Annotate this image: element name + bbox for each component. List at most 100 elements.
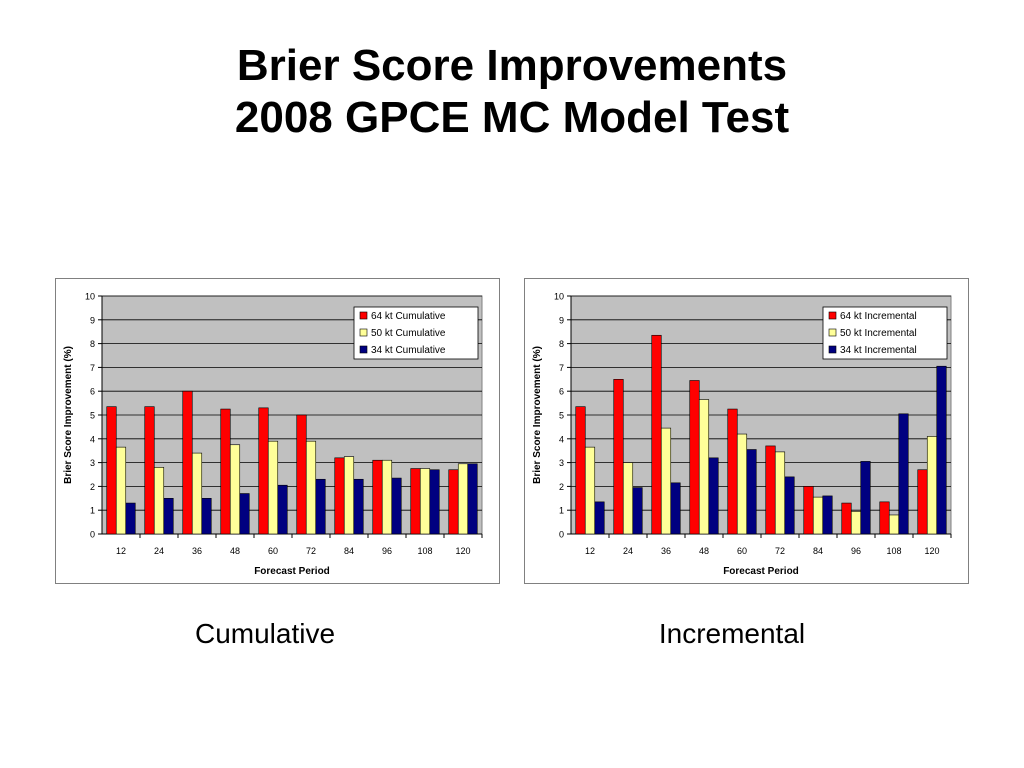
incremental-y-tick-label: 2 — [559, 482, 564, 492]
cumulative-legend-label: 50 kt Cumulative — [371, 328, 446, 339]
cumulative-x-tick-label: 108 — [417, 546, 432, 556]
cumulative-bar-64-kt-cumulative — [410, 468, 421, 535]
cumulative-x-tick-label: 12 — [116, 546, 126, 556]
cumulative-bar-64-kt-cumulative — [448, 469, 459, 535]
caption-incremental: Incremental — [658, 618, 806, 649]
incremental-bar-64-kt-incremental — [803, 486, 814, 535]
cumulative-bar-64-kt-cumulative — [144, 406, 155, 535]
cumulative-bar-50-kt-cumulative — [381, 459, 393, 535]
incremental-x-tick-label: 12 — [585, 546, 595, 556]
cumulative-bar-34-kt-cumulative — [125, 502, 136, 535]
incremental-bar-34-kt-incremental — [594, 501, 605, 535]
incremental-bar-34-kt-incremental — [708, 457, 719, 535]
incremental-bar-50-kt-incremental — [926, 436, 938, 535]
incremental-bar-50-kt-incremental — [850, 511, 862, 535]
cumulative-y-tick-label: 3 — [90, 458, 95, 468]
cumulative-y-tick-label: 4 — [90, 434, 95, 444]
incremental-legend-label: 50 kt Incremental — [840, 328, 917, 339]
cumulative-y-axis-label: Brier Score Improvement (%) — [63, 346, 74, 484]
incremental-y-tick-label: 7 — [559, 363, 564, 373]
chart-incremental: 0 1 2 3 4 5 6 7 8 9 10 12 24 36 48 60 72 84 96 108 120 Foreca… — [524, 278, 969, 584]
incremental-bar-64-kt-incremental — [879, 501, 890, 535]
incremental-bar-64-kt-incremental — [651, 334, 662, 535]
cumulative-y-tick-label: 7 — [90, 363, 95, 373]
incremental-y-tick-label: 1 — [559, 506, 564, 516]
cumulative-bar-50-kt-cumulative — [343, 456, 355, 535]
chart-cumulative: 0 1 2 3 4 5 6 7 8 9 10 12 24 36 48 60 72 84 96 108 120 Foreca… — [55, 278, 500, 584]
incremental-bar-64-kt-incremental — [613, 379, 624, 535]
cumulative-bar-64-kt-cumulative — [258, 407, 269, 535]
cumulative-x-axis-label: Forecast Period — [254, 566, 330, 577]
incremental-bar-64-kt-incremental — [765, 445, 776, 535]
cumulative-bar-34-kt-cumulative — [277, 484, 288, 535]
cumulative-bar-50-kt-cumulative — [153, 467, 165, 535]
cumulative-y-tick-label: 10 — [85, 292, 95, 302]
cumulative-bar-34-kt-cumulative — [353, 478, 364, 535]
incremental-y-tick-label: 8 — [559, 339, 564, 349]
incremental-x-tick-label: 60 — [737, 546, 747, 556]
incremental-bar-64-kt-incremental — [917, 469, 928, 535]
cumulative-y-tick-label: 8 — [90, 339, 95, 349]
cumulative-bar-34-kt-cumulative — [391, 477, 402, 535]
incremental-bar-50-kt-incremental — [622, 462, 634, 535]
cumulative-bar-34-kt-cumulative — [467, 463, 478, 535]
cumulative-bar-64-kt-cumulative — [220, 408, 231, 535]
incremental-bar-50-kt-incremental — [698, 399, 710, 535]
incremental-x-tick-label: 96 — [851, 546, 861, 556]
cumulative-x-tick-label: 48 — [230, 546, 240, 556]
incremental-bar-50-kt-incremental — [774, 451, 786, 535]
cumulative-bar-34-kt-cumulative — [201, 498, 212, 535]
cumulative-bar-64-kt-cumulative — [182, 390, 193, 535]
cumulative-legend-swatch — [359, 345, 368, 354]
incremental-bar-50-kt-incremental — [584, 446, 596, 535]
slide-title-line1: Brier Score Improvements — [236, 41, 788, 90]
incremental-y-tick-label: 0 — [559, 530, 564, 540]
cumulative-legend-label: 64 kt Cumulative — [371, 311, 446, 322]
incremental-bar-64-kt-incremental — [841, 502, 852, 535]
cumulative-bar-50-kt-cumulative — [229, 444, 241, 535]
cumulative-x-tick-label: 24 — [154, 546, 164, 556]
incremental-legend-swatch — [828, 311, 837, 320]
incremental-y-tick-label: 3 — [559, 458, 564, 468]
cumulative-bar-64-kt-cumulative — [334, 457, 345, 535]
cumulative-x-tick-label: 96 — [382, 546, 392, 556]
cumulative-y-tick-label: 1 — [90, 506, 95, 516]
incremental-bar-64-kt-incremental — [575, 406, 586, 535]
incremental-bar-34-kt-incremental — [898, 413, 909, 535]
incremental-x-tick-label: 84 — [813, 546, 823, 556]
cumulative-legend — [353, 306, 479, 360]
cumulative-legend-swatch — [359, 311, 368, 320]
cumulative-bar-64-kt-cumulative — [296, 414, 307, 535]
incremental-y-tick-label: 10 — [554, 292, 564, 302]
cumulative-bar-64-kt-cumulative — [106, 406, 117, 535]
slide-title-line2: 2008 GPCE MC Model Test — [234, 93, 790, 142]
incremental-bar-34-kt-incremental — [822, 495, 833, 535]
cumulative-y-tick-label: 0 — [90, 530, 95, 540]
incremental-bar-50-kt-incremental — [660, 427, 672, 535]
incremental-bar-50-kt-incremental — [736, 433, 748, 535]
cumulative-x-tick-label: 36 — [192, 546, 202, 556]
slide-title: Brier Score Improvements 2008 GPCE MC Mo… — [0, 40, 1024, 144]
incremental-bar-50-kt-incremental — [812, 496, 824, 535]
cumulative-bar-50-kt-cumulative — [457, 463, 469, 535]
cumulative-y-tick-label: 9 — [90, 315, 95, 325]
incremental-y-tick-label: 4 — [559, 434, 564, 444]
cumulative-y-tick-label: 6 — [90, 387, 95, 397]
cumulative-bar-64-kt-cumulative — [372, 459, 383, 535]
incremental-legend-label: 64 kt Incremental — [840, 311, 917, 322]
incremental-bar-34-kt-incremental — [936, 365, 947, 535]
incremental-x-tick-label: 36 — [661, 546, 671, 556]
cumulative-x-tick-label: 72 — [306, 546, 316, 556]
incremental-y-tick-label: 5 — [559, 411, 564, 421]
cumulative-bar-34-kt-cumulative — [429, 469, 440, 535]
incremental-bar-34-kt-incremental — [632, 487, 643, 535]
incremental-bar-34-kt-incremental — [670, 482, 681, 535]
cumulative-legend-label: 34 kt Cumulative — [371, 345, 446, 356]
cumulative-y-tick-label: 2 — [90, 482, 95, 492]
cumulative-bar-34-kt-cumulative — [315, 478, 326, 535]
incremental-x-axis-label: Forecast Period — [723, 566, 799, 577]
cumulative-bar-50-kt-cumulative — [267, 440, 279, 535]
cumulative-y-tick-label: 5 — [90, 411, 95, 421]
